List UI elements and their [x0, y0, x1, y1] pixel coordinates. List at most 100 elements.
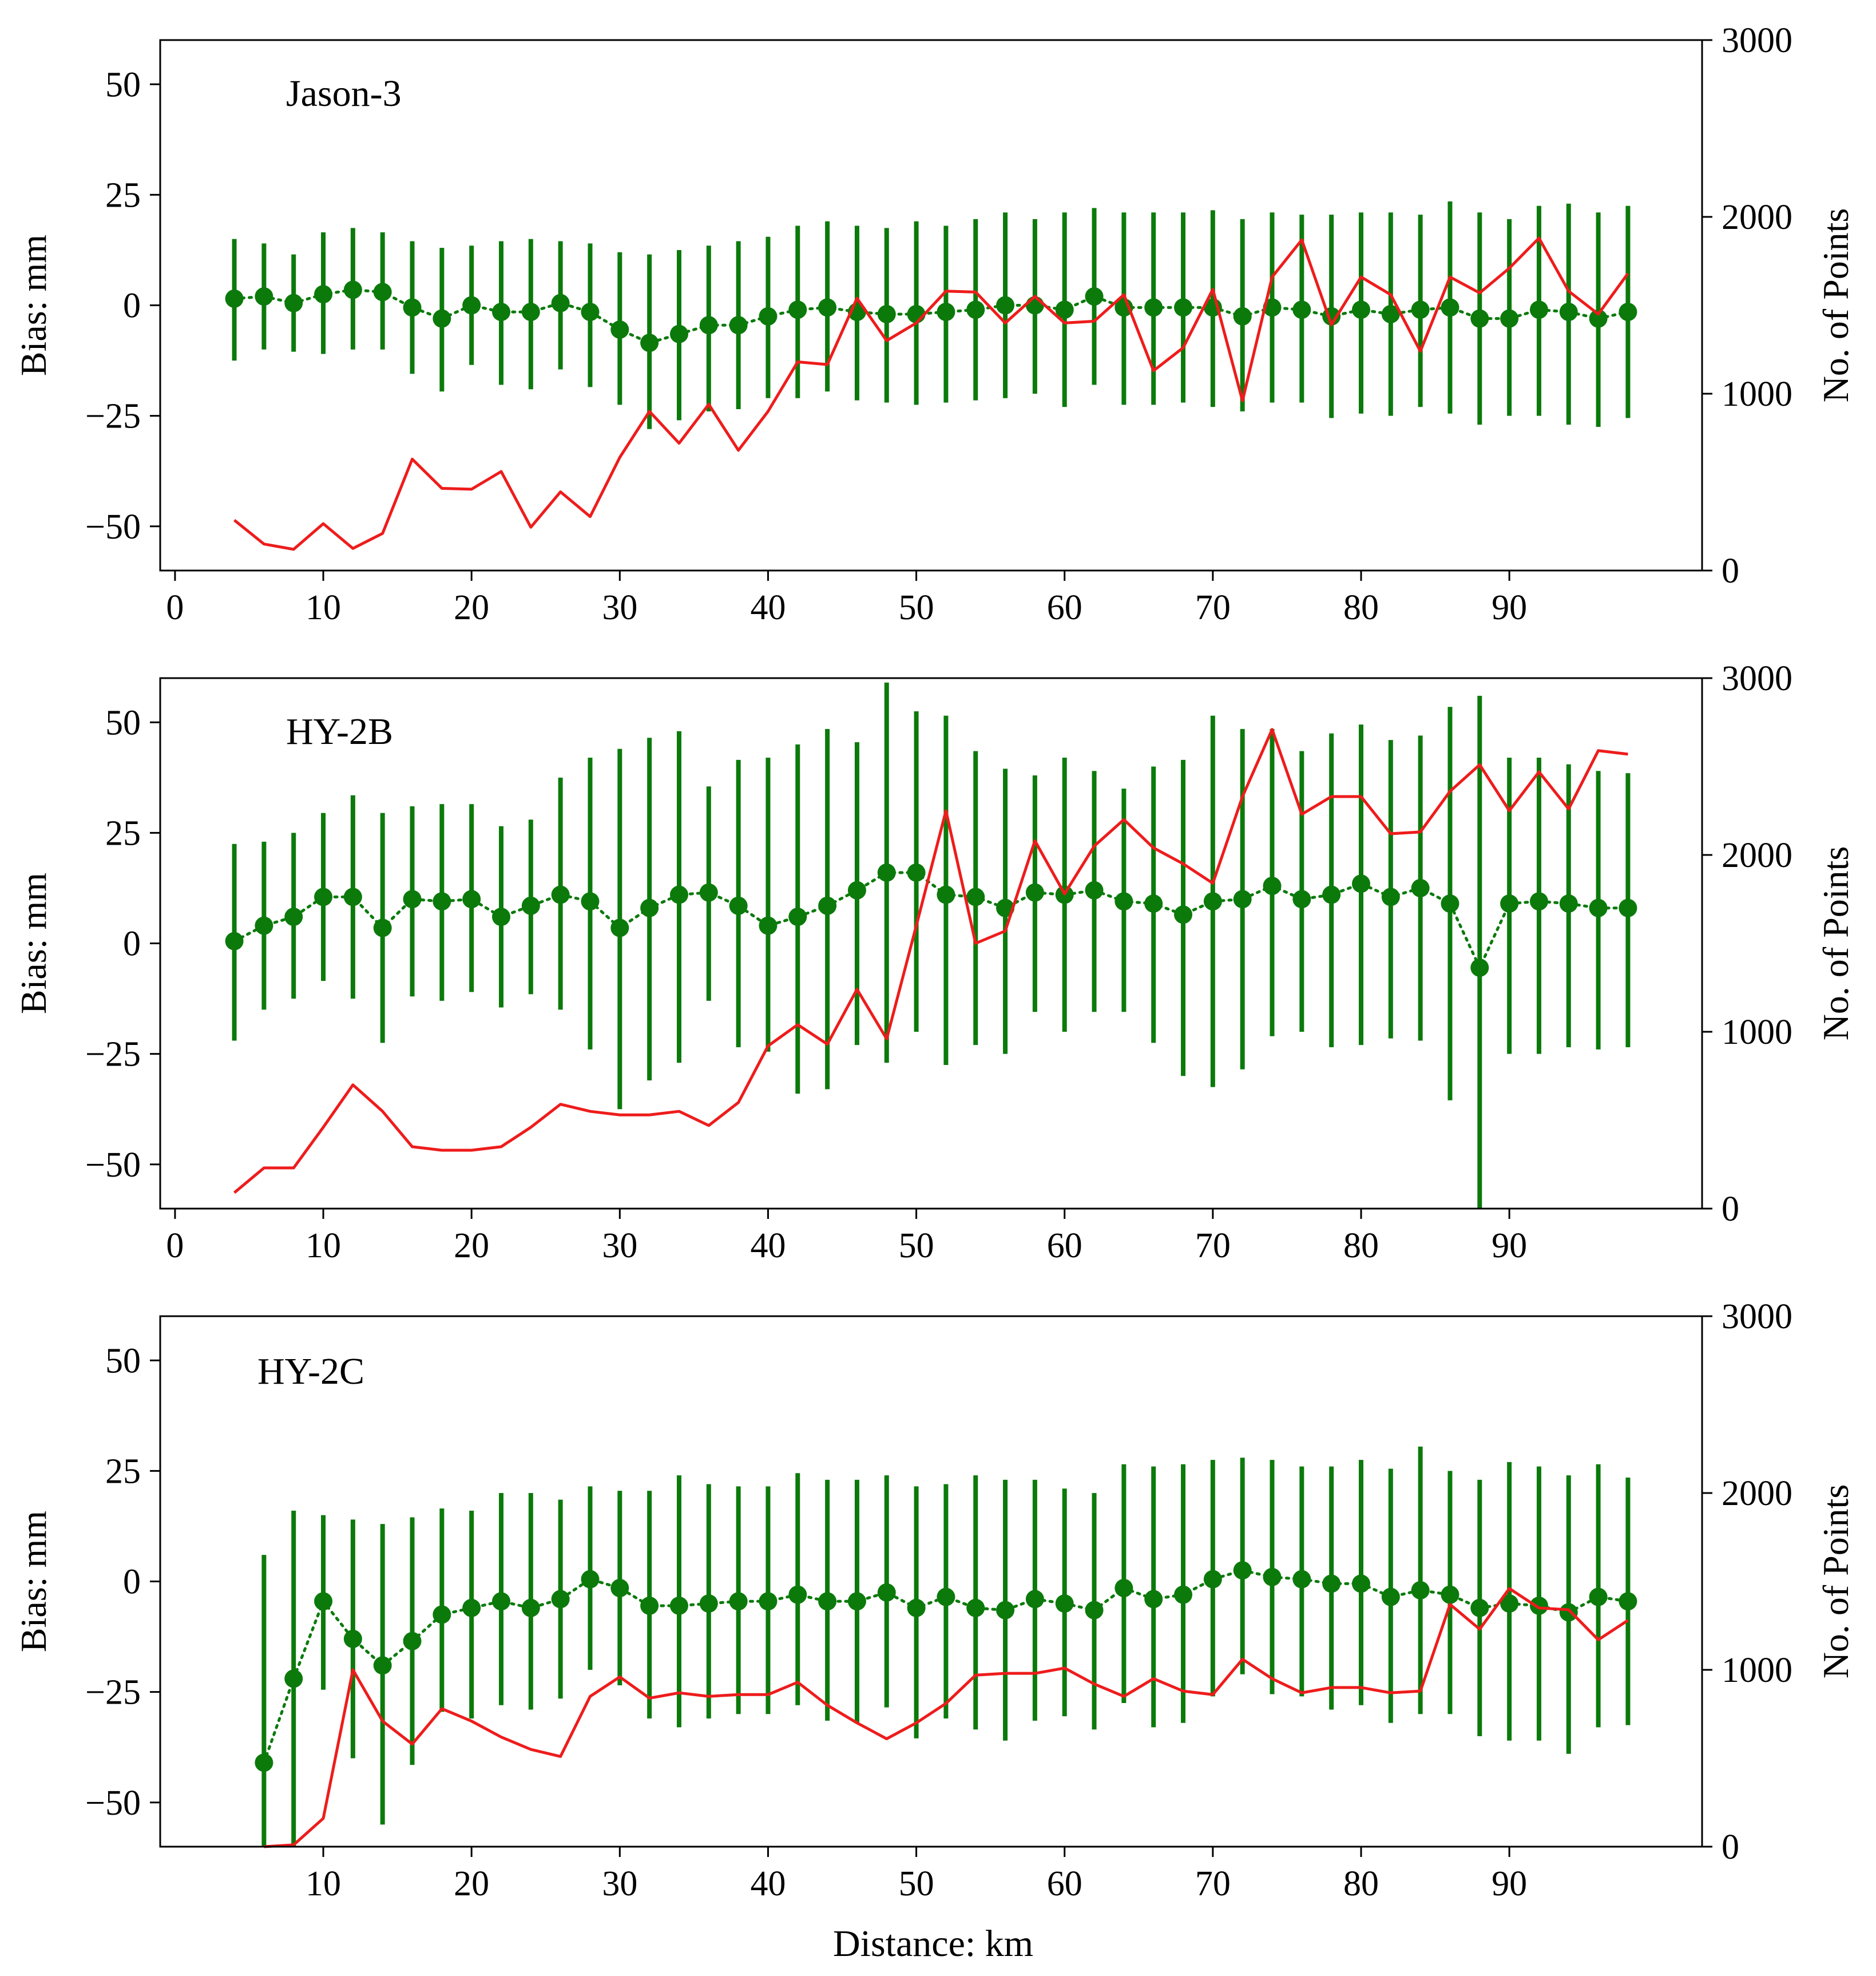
bias-point — [788, 300, 807, 319]
bias-point — [1322, 885, 1341, 904]
x-axis-label: Distance: km — [833, 1923, 1033, 1965]
bias-point — [1589, 898, 1608, 917]
bias-point — [1441, 894, 1459, 913]
bias-point — [788, 1585, 807, 1604]
y2-tick-label: 2000 — [1722, 198, 1792, 237]
y2-tick-label: 2000 — [1722, 836, 1792, 875]
bias-point — [1263, 877, 1282, 896]
bias-point — [759, 916, 778, 935]
bias-point — [581, 1570, 600, 1589]
y-tick-label: −50 — [85, 508, 141, 547]
x-tick-label: 30 — [602, 588, 637, 627]
bias-point — [492, 303, 511, 322]
y2-tick-label: 0 — [1722, 552, 1739, 591]
bias-point — [1055, 1594, 1074, 1613]
x-tick-label: 60 — [1047, 588, 1082, 627]
bias-point — [521, 303, 540, 322]
bias-point — [699, 316, 718, 335]
bias-point — [966, 888, 985, 906]
bias-point — [1144, 1590, 1163, 1609]
bias-point — [1529, 300, 1548, 319]
bias-point — [669, 1596, 688, 1615]
bias-point — [373, 918, 392, 937]
bias-point — [937, 885, 955, 904]
bias-point — [1085, 1601, 1104, 1619]
y-tick-label: 50 — [105, 65, 141, 104]
bias-point — [640, 1596, 659, 1615]
chart-panel-1: 0 10 20 30 40 50 60 70 80 90 50 25 0 −25 −50 3000 2000 10… — [13, 21, 1856, 627]
bias-point — [1529, 1596, 1548, 1615]
chart-panels: 0 10 20 30 40 50 60 70 80 9050250−25−503000200010… — [13, 21, 1856, 1903]
y-tick-label: 25 — [105, 814, 141, 853]
bias-point — [699, 883, 718, 902]
bias-point — [877, 304, 896, 323]
y-axis-label: Bias: mm — [13, 1511, 54, 1652]
y-tick-label: −50 — [85, 1784, 141, 1823]
y2-tick-label: 3000 — [1722, 659, 1792, 698]
x-tick-label: 0 — [166, 588, 184, 627]
bias-point — [669, 885, 688, 904]
y-tick-label: −25 — [85, 1673, 141, 1712]
bias-point — [314, 1592, 333, 1611]
bias-point — [1381, 888, 1400, 906]
y-tick-label: 0 — [123, 287, 141, 326]
y-tick-label: 0 — [123, 1563, 141, 1602]
bias-point — [1233, 1561, 1252, 1580]
bias-point — [1411, 878, 1430, 897]
bias-point — [1292, 300, 1311, 319]
y2-tick-label: 1000 — [1722, 1013, 1792, 1052]
bias-point — [255, 287, 273, 306]
bias-point — [1292, 890, 1311, 909]
bias-point — [1411, 1581, 1430, 1599]
y-axis-label: Bias: mm — [13, 235, 54, 376]
bias-point — [1085, 287, 1104, 306]
bias-point — [1470, 958, 1489, 977]
points-count-line — [233, 728, 1628, 1194]
bias-point — [1115, 1579, 1133, 1598]
bias-point — [1351, 300, 1370, 319]
x-tick-label: 10 — [306, 588, 341, 627]
bias-point — [1559, 894, 1578, 913]
y-tick-label: −50 — [85, 1146, 141, 1185]
bias-point — [1589, 1587, 1608, 1606]
bias-point — [343, 280, 362, 299]
bias-point — [1351, 874, 1370, 893]
bias-point — [343, 1629, 362, 1648]
bias-point — [225, 289, 244, 308]
y2-tick-label: 3000 — [1722, 1297, 1792, 1336]
x-tick-label: 40 — [750, 588, 786, 627]
x-tick-label: 50 — [899, 1864, 934, 1903]
x-tick-label: 20 — [454, 1226, 489, 1265]
bias-point — [640, 334, 659, 353]
bias-point — [1025, 296, 1044, 315]
bias-point — [996, 296, 1015, 315]
bias-point — [284, 294, 303, 312]
bias-point — [284, 908, 303, 926]
x-tick-label: 90 — [1492, 588, 1527, 627]
bias-point — [640, 898, 659, 917]
panel-title: Jason-3 — [286, 73, 402, 114]
x-tick-label: 40 — [750, 1864, 786, 1903]
x-tick-label: 80 — [1343, 1226, 1379, 1265]
x-tick-label: 80 — [1343, 588, 1379, 627]
bias-point — [1441, 298, 1459, 317]
bias-point — [1263, 298, 1282, 317]
bias-point — [966, 1598, 985, 1617]
bias-point — [996, 1601, 1015, 1619]
bias-point — [1144, 894, 1163, 913]
bias-point — [818, 298, 837, 317]
y2-tick-label: 2000 — [1722, 1474, 1792, 1513]
x-tick-label: 50 — [899, 588, 934, 627]
bias-point — [1085, 881, 1104, 900]
bias-point — [877, 863, 896, 882]
x-tick-label: 30 — [602, 1864, 637, 1903]
y-tick-label: −25 — [85, 397, 141, 436]
bias-point — [966, 300, 985, 319]
y-tick-label: 0 — [123, 925, 141, 964]
bias-point — [1174, 1585, 1193, 1604]
bias-point — [492, 1592, 511, 1611]
bias-point — [1619, 1592, 1637, 1611]
bias-point — [343, 888, 362, 906]
bias-point — [1322, 1574, 1341, 1593]
x-tick-label: 40 — [750, 1226, 786, 1265]
